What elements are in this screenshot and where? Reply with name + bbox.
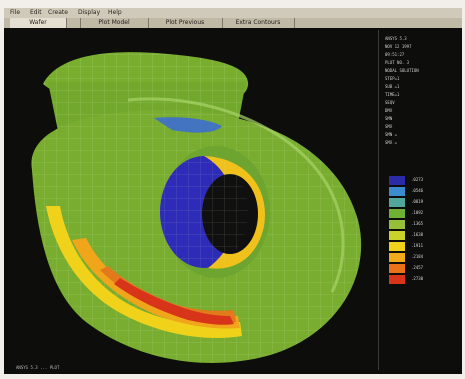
tab-label: Extra Contours [235,19,281,26]
legend-value: .2730 [411,276,424,281]
legend-value: .0273 [411,177,424,182]
info-line: SEQV [385,100,395,105]
info-panel: ANSYS 5.3 NOV 12 1997 09:51:27 PLOT NO. … [378,30,461,370]
info-line: TIME=1 [385,92,400,97]
menu-item-file[interactable]: File [10,9,21,16]
tab-label: Plot Previous [165,19,205,26]
scroll-housing [31,97,362,363]
fan-housing-plot [31,52,362,363]
info-line: 09:51:27 [385,52,405,57]
info-line: DMX [385,108,393,113]
legend-swatch [389,187,405,196]
menu-item-edit[interactable]: Edit [30,9,42,16]
legend-swatch [389,242,405,251]
info-line: SUB =1 [385,84,400,89]
tab-label: Plot Model [98,19,130,26]
legend-swatch [389,209,405,218]
legend-value: .1092 [411,210,424,215]
info-line: NOV 12 1997 [385,44,412,49]
legend-swatch [389,231,405,240]
info-line: ANSYS 5.3 [385,36,407,41]
info-line: SMN = [385,132,398,137]
legend-value: .0546 [411,188,424,193]
info-line: SMX = [385,140,398,145]
tab-extra-contours[interactable]: Extra Contours [222,18,295,28]
info-line: SMX [385,124,393,129]
tab-plot-model[interactable]: Plot Model [80,18,149,28]
tab-blank[interactable] [66,18,81,28]
legend-value: .1638 [411,232,424,237]
application-window: File Edit Create Display Help Wafer Plot… [4,8,462,374]
legend-swatch [389,264,405,273]
tab-plot-previous[interactable]: Plot Previous [148,18,223,28]
status-caption: ANSYS 5.3 ... PLOT [16,365,60,370]
legend-swatch [389,275,405,284]
legend-value: .1365 [411,221,424,226]
plot-viewport[interactable] [8,30,374,370]
tab-label: Wafer [29,19,47,26]
menu-item-help[interactable]: Help [108,9,122,16]
info-line: PLOT NO. 3 [385,60,410,65]
tab-wafer[interactable]: Wafer [10,18,67,28]
tab-bar: Wafer Plot Model Plot Previous Extra Con… [4,18,462,28]
info-line: STEP=1 [385,76,400,81]
legend-value: .1911 [411,243,424,248]
legend-swatch [389,198,405,207]
menu-item-display[interactable]: Display [78,9,101,16]
legend-swatch [389,253,405,262]
info-line: SMN [385,116,393,121]
legend-swatch [389,220,405,229]
info-line: NODAL SOLUTION [385,68,419,73]
legend-value: .2457 [411,265,424,270]
legend-value: .2184 [411,254,424,259]
legend-value: .0819 [411,199,424,204]
menu-item-create[interactable]: Create [48,9,68,16]
menu-bar: File Edit Create Display Help [4,8,462,18]
legend-swatch [389,176,405,185]
